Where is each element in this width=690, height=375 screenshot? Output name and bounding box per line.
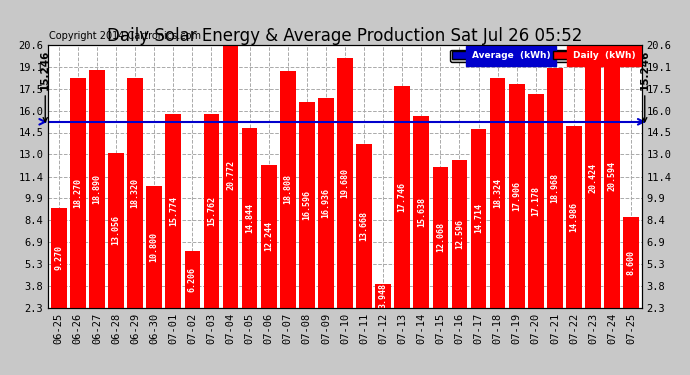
Text: 13.668: 13.668: [359, 211, 368, 241]
Bar: [280, 71, 295, 308]
Bar: [223, 42, 238, 308]
Text: 15.246: 15.246: [40, 50, 50, 122]
Bar: [184, 252, 200, 308]
Text: 8.600: 8.600: [627, 250, 635, 275]
Bar: [146, 186, 162, 308]
Text: 13.056: 13.056: [112, 215, 121, 245]
Text: 19.680: 19.680: [340, 168, 350, 198]
Bar: [337, 58, 353, 308]
Text: 18.320: 18.320: [130, 178, 139, 208]
Bar: [70, 78, 86, 308]
Text: 15.638: 15.638: [417, 197, 426, 227]
Bar: [395, 86, 410, 308]
Text: 15.762: 15.762: [207, 196, 216, 226]
Text: 10.800: 10.800: [150, 231, 159, 261]
Text: 3.948: 3.948: [379, 283, 388, 308]
Text: 14.714: 14.714: [474, 204, 483, 234]
Bar: [623, 217, 639, 308]
Text: 20.594: 20.594: [608, 161, 617, 191]
Bar: [356, 144, 372, 308]
Text: 15.246: 15.246: [640, 50, 650, 122]
Text: 9.270: 9.270: [55, 245, 63, 270]
Text: 20.772: 20.772: [226, 160, 235, 190]
Text: 18.890: 18.890: [92, 174, 101, 204]
Bar: [413, 116, 429, 308]
Bar: [452, 160, 467, 308]
Text: 20.424: 20.424: [589, 162, 598, 192]
Text: 12.244: 12.244: [264, 221, 273, 251]
Text: 16.596: 16.596: [302, 190, 311, 220]
Bar: [204, 114, 219, 308]
Bar: [299, 102, 315, 308]
Text: Copyright 2014 Cartronics.com: Copyright 2014 Cartronics.com: [49, 31, 201, 41]
Text: 12.068: 12.068: [436, 222, 445, 252]
Text: 17.178: 17.178: [531, 186, 540, 216]
Bar: [318, 98, 334, 308]
Text: 18.270: 18.270: [73, 178, 82, 208]
Bar: [547, 68, 563, 308]
Bar: [490, 78, 506, 308]
Bar: [51, 207, 67, 308]
Text: 17.746: 17.746: [397, 182, 406, 212]
Legend: Average  (kWh), Daily  (kWh): Average (kWh), Daily (kWh): [450, 50, 637, 62]
Bar: [604, 45, 620, 308]
Bar: [509, 84, 524, 308]
Text: 14.844: 14.844: [245, 202, 254, 232]
Bar: [433, 167, 448, 308]
Text: 18.808: 18.808: [284, 174, 293, 204]
Bar: [261, 165, 277, 308]
Bar: [166, 114, 181, 308]
Text: 12.596: 12.596: [455, 219, 464, 249]
Bar: [241, 128, 257, 308]
Text: 17.906: 17.906: [512, 181, 521, 211]
Bar: [566, 126, 582, 308]
Bar: [471, 129, 486, 308]
Text: 14.986: 14.986: [569, 201, 578, 231]
Bar: [528, 94, 544, 308]
Bar: [585, 48, 601, 308]
Bar: [89, 69, 105, 308]
Title: Daily Solar Energy & Average Production Sat Jul 26 05:52: Daily Solar Energy & Average Production …: [108, 27, 582, 45]
Text: 18.968: 18.968: [551, 173, 560, 203]
Bar: [375, 284, 391, 308]
Text: 6.206: 6.206: [188, 267, 197, 292]
Text: 18.324: 18.324: [493, 178, 502, 208]
Bar: [127, 78, 143, 308]
Bar: [108, 153, 124, 308]
Text: 16.936: 16.936: [322, 188, 331, 218]
Text: 15.774: 15.774: [169, 196, 178, 226]
